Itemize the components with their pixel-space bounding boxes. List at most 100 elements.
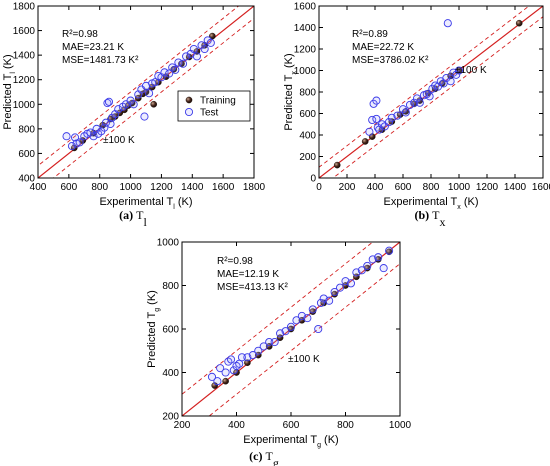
x-tick-label: 800 xyxy=(91,182,108,193)
y-tick-label: 200 xyxy=(162,412,179,423)
y-axis-label: Predicted Tx (K) xyxy=(283,53,298,130)
x-tick-label: 1000 xyxy=(448,182,471,193)
test-point xyxy=(379,264,388,273)
mae-stat: MAE=22.72 K xyxy=(352,42,414,53)
test-point xyxy=(374,253,383,262)
legend-label: Test xyxy=(200,108,219,119)
y-tick-label: 1000 xyxy=(13,100,36,111)
band-label: ±100 K xyxy=(103,135,135,146)
x-tick-label: 400 xyxy=(228,420,245,431)
test-point xyxy=(415,98,424,107)
y-tick-label: 1200 xyxy=(294,45,317,56)
training-point xyxy=(333,161,341,169)
scatter-plot-c: 200 400 600 800 1000 200 400 600 800 1000 Experime… xyxy=(146,238,412,466)
training-point xyxy=(244,359,251,367)
y-tick-label: 0 xyxy=(310,174,316,185)
training-point xyxy=(353,273,360,281)
test-point xyxy=(292,316,301,325)
caption-c: (c) Tg xyxy=(249,449,279,466)
mse-stat: MSE=1481.73 K² xyxy=(62,55,139,66)
r2-stat: R²=0.98 xyxy=(217,256,253,267)
x-tick-label: 1000 xyxy=(389,420,412,431)
test-point xyxy=(171,65,180,74)
test-point xyxy=(372,96,381,105)
x-tick-label: 600 xyxy=(395,182,412,193)
mae-stat: MAE=12.19 K xyxy=(217,269,279,280)
test-point xyxy=(270,337,279,347)
y-tick-label: 1200 xyxy=(13,75,36,86)
y-tick-label: 600 xyxy=(162,325,179,336)
test-point xyxy=(316,298,326,307)
caption-b: (b) Tx xyxy=(414,208,445,229)
x-tick-label: 600 xyxy=(283,420,300,431)
training-point xyxy=(276,334,284,342)
y-tick-label: 1400 xyxy=(13,51,36,62)
test-point xyxy=(200,44,209,54)
upper-band-line xyxy=(319,6,530,168)
y-axis-label: Predicted Tl (K) xyxy=(2,54,17,129)
y-tick-label: 400 xyxy=(299,131,316,142)
x-tick-label: 600 xyxy=(61,182,78,193)
x-tick-label: 1800 xyxy=(243,182,266,193)
test-point xyxy=(229,366,238,375)
test-point xyxy=(454,66,464,75)
y-tick-label: 200 xyxy=(299,152,316,163)
x-tick-label: 1200 xyxy=(150,182,173,193)
band-label: ±100 K xyxy=(455,65,487,76)
x-tick-label: 1000 xyxy=(119,182,142,193)
test-point xyxy=(303,314,312,323)
test-point xyxy=(314,324,323,334)
legend-label: Training xyxy=(200,96,236,107)
y-tick-label: 800 xyxy=(162,281,179,292)
test-point xyxy=(189,44,198,54)
test-point xyxy=(308,305,317,314)
legend-box xyxy=(177,90,251,122)
test-point xyxy=(254,346,263,355)
y-tick-label: 1800 xyxy=(13,2,36,13)
y-tick-label: 400 xyxy=(18,174,35,185)
y-tick-label: 400 xyxy=(162,368,179,379)
test-point xyxy=(401,108,410,117)
test-point xyxy=(62,132,71,141)
test-point xyxy=(363,261,372,270)
x-axis-label: Experimental Tg (K) xyxy=(243,434,338,449)
test-point xyxy=(182,52,191,61)
training-point xyxy=(211,382,218,389)
r2-stat: R²=0.89 xyxy=(352,29,388,40)
x-tick-label: 1400 xyxy=(181,182,204,193)
x-tick-label: 0 xyxy=(316,182,322,193)
caption-a: (a) Tl xyxy=(119,208,147,229)
axes-frame-a xyxy=(37,5,255,179)
test-point xyxy=(104,97,114,106)
test-point xyxy=(174,58,183,67)
x-tick-label: 1400 xyxy=(504,182,527,193)
y-tick-label: 1400 xyxy=(294,23,317,34)
test-point xyxy=(248,351,257,360)
test-point xyxy=(70,133,80,142)
test-point xyxy=(325,296,334,305)
x-tick-label: 400 xyxy=(367,182,384,193)
test-point xyxy=(330,287,339,297)
x-tick-label: 1600 xyxy=(212,182,235,193)
upper-band-line xyxy=(182,242,374,395)
training-point xyxy=(265,343,273,350)
test-point xyxy=(67,142,76,151)
test-point xyxy=(385,246,394,255)
test-point xyxy=(412,94,422,103)
y-tick-label: 800 xyxy=(18,124,35,135)
test-point xyxy=(216,364,225,373)
x-tick-label: 1600 xyxy=(532,182,550,193)
test-point xyxy=(335,283,345,292)
test-point xyxy=(213,377,222,386)
training-point xyxy=(254,351,262,359)
x-tick-label: 800 xyxy=(423,182,440,193)
test-point xyxy=(114,105,123,114)
test-point xyxy=(207,372,217,381)
test-point xyxy=(226,355,236,364)
y-tick-label: 600 xyxy=(18,149,35,160)
test-point xyxy=(357,266,366,275)
test-point xyxy=(446,77,455,86)
y-tick-label: 1000 xyxy=(294,66,317,77)
